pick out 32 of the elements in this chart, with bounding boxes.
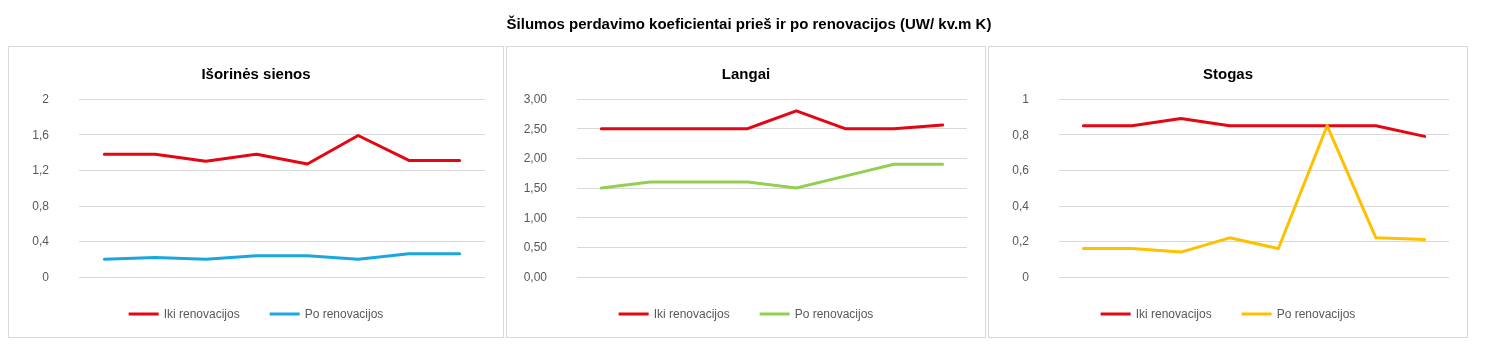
y-tick-label: 0 <box>1022 270 1030 284</box>
y-tick-label: 0,2 <box>1012 234 1030 249</box>
y-tick-label: 2 <box>42 92 50 106</box>
y-tick-label: 0,8 <box>32 198 50 213</box>
legend-label: Iki renovacijos <box>163 307 240 321</box>
y-tick-label: 0,50 <box>523 240 548 255</box>
text: Šilumos perdavimo koeficientai prieš ir po renovacijos (UW/ kv.m K) <box>506 14 992 32</box>
y-tick-label: 0,00 <box>523 270 548 284</box>
y-tick-label: 2,50 <box>523 121 548 136</box>
line-series <box>102 133 462 166</box>
y-tick-label: 0,8 <box>1012 127 1030 142</box>
y-tick-label: 3,00 <box>523 92 548 106</box>
legend-label: Po renovacijos <box>794 307 874 321</box>
y-tick-label: 0 <box>42 270 50 284</box>
y-tick-label: 2,00 <box>523 151 548 166</box>
y-tick-label: 1,50 <box>523 181 548 195</box>
line-series <box>599 162 945 190</box>
line-series <box>1081 124 1427 254</box>
legend-label: Po renovacijos <box>304 307 384 321</box>
chart-title: Stogas <box>1202 65 1254 82</box>
y-tick-label: 0,4 <box>32 234 50 249</box>
y-tick-label: 0,4 <box>1012 198 1030 213</box>
y-tick-label: 1,00 <box>523 210 548 225</box>
legend-label: Iki renovacijos <box>1135 307 1212 321</box>
chart-title: Langai <box>721 65 771 82</box>
y-tick-label: 1,2 <box>32 163 50 178</box>
y-tick-label: 0,6 <box>1012 163 1030 178</box>
legend-label: Iki renovacijos <box>653 307 730 321</box>
legend-label: Po renovacijos <box>1276 307 1356 321</box>
y-tick-label: 1,6 <box>32 127 50 142</box>
y-tick-label: 1 <box>1022 92 1030 106</box>
chart-title: Išorinės sienos <box>201 65 311 82</box>
